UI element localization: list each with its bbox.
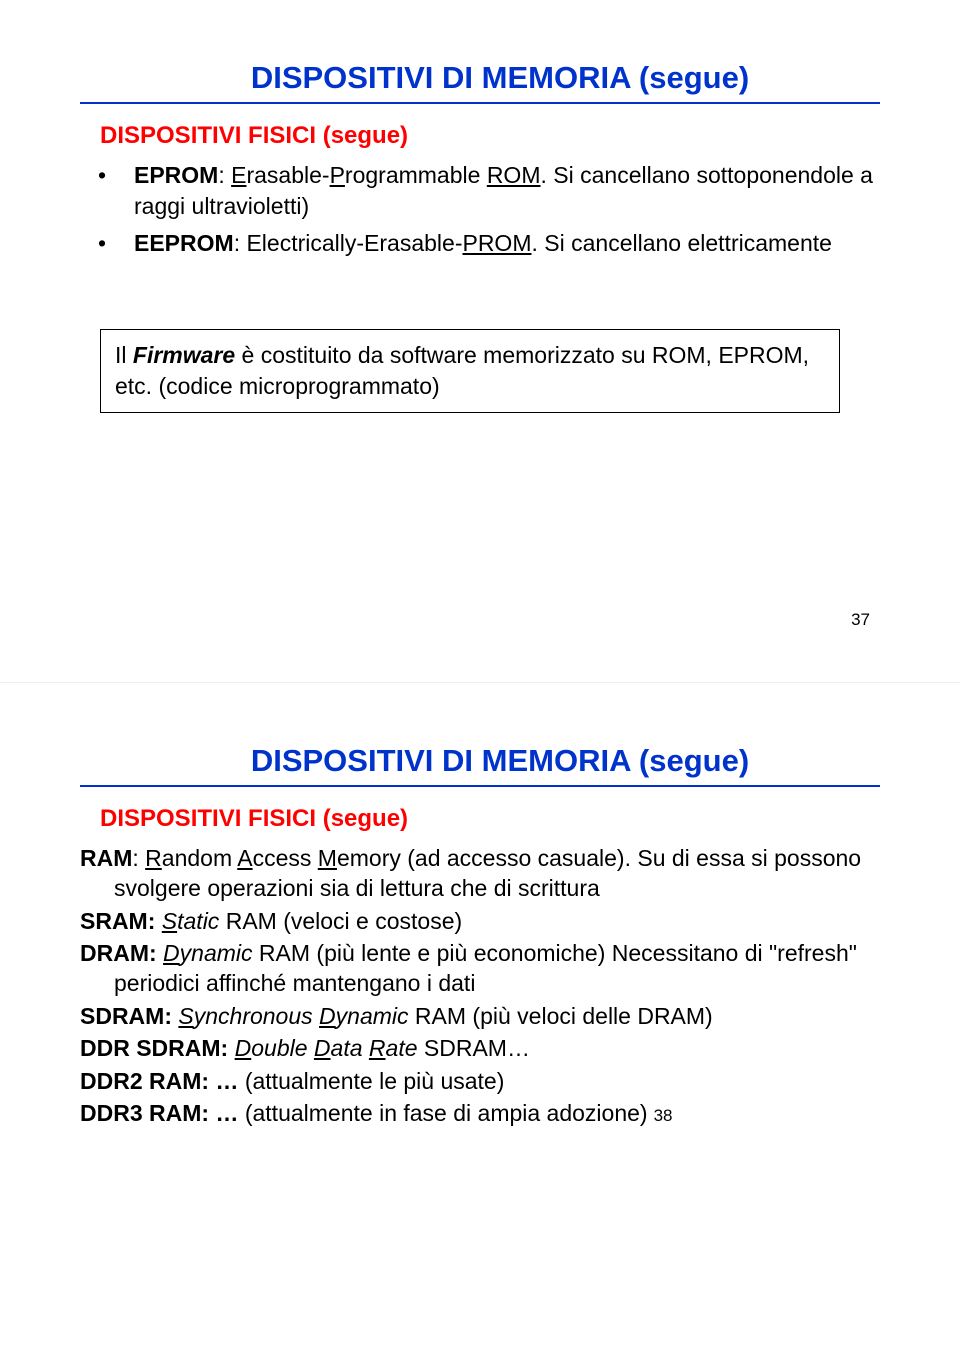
title-underline <box>80 102 880 104</box>
slide-body: •EPROM: Erasable-Programmable ROM. Si ca… <box>100 160 880 259</box>
entry-sram: SRAM: Static RAM (veloci e costose) <box>80 906 880 936</box>
page-number: 38 <box>654 1106 673 1125</box>
entry-ddr-sdram: DDR SDRAM: Double Data Rate SDRAM… <box>80 1033 880 1063</box>
slide-title: DISPOSITIVI DI MEMORIA (segue) <box>251 743 749 779</box>
title-wrap: DISPOSITIVI DI MEMORIA (segue) <box>80 60 880 96</box>
firmware-box: Il Firmware è costituito da software mem… <box>100 329 840 413</box>
slide-body: RAM: Random Access Memory (ad accesso ca… <box>80 843 880 1128</box>
entry-ddr3: DDR3 RAM: … (attualmente in fase di ampi… <box>80 1098 880 1128</box>
title-underline <box>80 785 880 787</box>
entry-ram: RAM: Random Access Memory (ad accesso ca… <box>80 843 880 904</box>
slide-subtitle: DISPOSITIVI FISICI (segue) <box>100 122 880 150</box>
entry-ddr2: DDR2 RAM: … (attualmente le più usate) <box>80 1066 880 1096</box>
bullet-icon: • <box>116 228 134 259</box>
bullet-eprom: •EPROM: Erasable-Programmable ROM. Si ca… <box>100 160 880 222</box>
slide-title: DISPOSITIVI DI MEMORIA (segue) <box>251 60 749 96</box>
entry-sdram: SDRAM: Synchronous Dynamic RAM (più velo… <box>80 1001 880 1031</box>
slide-37: DISPOSITIVI DI MEMORIA (segue) DISPOSITI… <box>0 0 960 683</box>
slide-subtitle: DISPOSITIVI FISICI (segue) <box>100 805 880 833</box>
slide-38: DISPOSITIVI DI MEMORIA (segue) DISPOSITI… <box>0 683 960 1367</box>
page-number: 37 <box>851 610 870 630</box>
bullet-icon: • <box>116 160 134 191</box>
bullet-eeprom: •EEPROM: Electrically-Erasable-PROM. Si … <box>100 228 880 259</box>
title-wrap: DISPOSITIVI DI MEMORIA (segue) <box>80 743 880 779</box>
entry-dram: DRAM: Dynamic RAM (più lente e più econo… <box>80 938 880 999</box>
